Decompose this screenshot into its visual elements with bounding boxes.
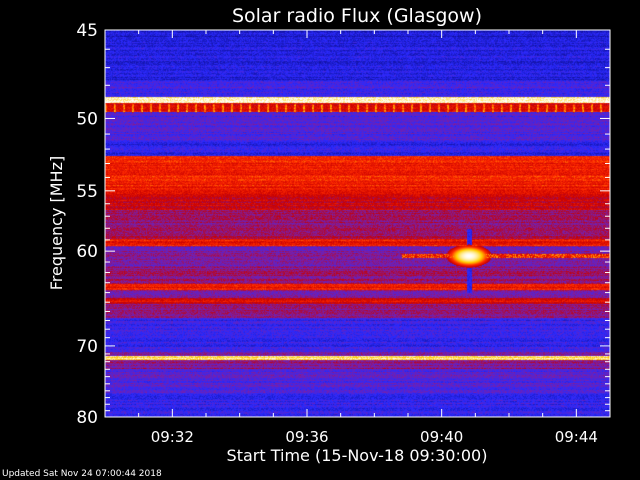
x-axis: 09:32 09:36 09:40 09:44 bbox=[138, 30, 598, 446]
updated-timestamp: Updated Sat Nov 24 07:00:44 2018 bbox=[2, 469, 162, 479]
y-tick-label: 45 bbox=[76, 21, 98, 41]
x-axis-label: Start Time (15-Nov-18 09:30:00) bbox=[227, 446, 488, 465]
spectrogram-heatmap bbox=[105, 30, 610, 417]
y-tick-label: 70 bbox=[76, 337, 98, 357]
y-axis-label: Frequency [MHz] bbox=[47, 156, 66, 290]
x-tick-label: 09:44 bbox=[555, 428, 598, 446]
x-tick-label: 09:40 bbox=[420, 428, 463, 446]
y-tick-label: 60 bbox=[76, 242, 98, 262]
y-tick-label: 80 bbox=[76, 408, 98, 428]
chart-title: Solar radio Flux (Glasgow) bbox=[232, 5, 482, 27]
y-tick-label: 55 bbox=[76, 182, 98, 202]
y-axis: 45 50 55 60 70 80 bbox=[76, 21, 610, 428]
y-tick-label: 50 bbox=[76, 109, 98, 129]
x-tick-label: 09:32 bbox=[151, 428, 194, 446]
plot-frame bbox=[104, 29, 611, 418]
x-tick-label: 09:36 bbox=[285, 428, 328, 446]
